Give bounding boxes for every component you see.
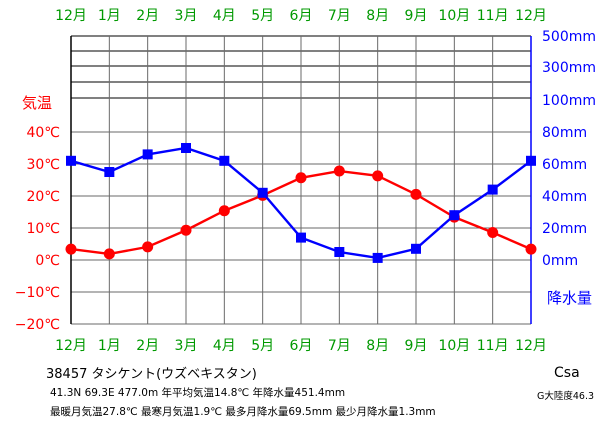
x-tick-label-top: 10月 [438, 8, 470, 24]
precipitation-point [487, 184, 498, 195]
right-axis-title: 降水量 [547, 289, 592, 307]
left-tick-label: −20℃ [15, 317, 60, 333]
x-tick-label-top: 11月 [477, 8, 509, 24]
x-tick-label-top: 7月 [328, 8, 351, 24]
left-tick-label: 10℃ [26, 221, 60, 237]
left-tick-label: 40℃ [26, 125, 60, 141]
series [65, 143, 537, 263]
temperature-point [487, 226, 499, 238]
continentality-index: G大陸度46.3 [537, 391, 595, 402]
x-tick-label-bottom: 10月 [438, 338, 470, 354]
x-tick-label-bottom: 7月 [328, 338, 351, 354]
station-info: 41.3N 69.3E 477.0m 年平均気温14.8℃ 年降水量451.4m… [50, 387, 346, 399]
x-tick-label-bottom: 12月 [55, 338, 87, 354]
temperature-point [333, 165, 345, 177]
right-tick-label: 500mm [542, 29, 596, 45]
station-name: 38457 タシケント(ウズベキスタン) [46, 367, 257, 382]
precipitation-point [142, 149, 153, 160]
x-tick-label-top: 4月 [213, 8, 236, 24]
right-tick-label: 100mm [542, 93, 596, 109]
left-tick-label: −10℃ [15, 285, 60, 301]
precipitation-point [372, 252, 383, 263]
right-tick-label: 20mm [542, 221, 587, 237]
precipitation-point [411, 243, 421, 254]
temperature-point [372, 170, 384, 182]
x-tick-label-top: 3月 [175, 8, 198, 24]
x-tick-label-bottom: 4月 [213, 338, 236, 354]
koppen-class: Csa [554, 365, 580, 381]
precipitation-point [181, 143, 191, 153]
x-tick-label-bottom: 2月 [136, 338, 159, 354]
precipitation-point [526, 155, 536, 166]
left-axis-title: 気温 [22, 94, 52, 112]
precipitation-point [219, 155, 230, 166]
precipitation-point [449, 210, 460, 221]
x-tick-label-bottom: 9月 [405, 338, 428, 354]
right-tick-label: 40mm [542, 189, 587, 205]
temperature-point [180, 224, 192, 236]
x-tick-label-top: 12月 [55, 8, 87, 24]
precipitation-point [66, 155, 76, 166]
precipitation-point [296, 232, 306, 243]
right-tick-label: 300mm [542, 60, 596, 76]
temperature-point [295, 172, 307, 184]
temperature-point [65, 243, 77, 255]
temperature-point [103, 248, 115, 260]
x-tick-label-top: 9月 [405, 8, 428, 24]
precipitation-point [104, 167, 115, 177]
x-tick-label-top: 1月 [98, 8, 121, 24]
precipitation-point [334, 247, 345, 257]
axes [70, 36, 532, 324]
x-tick-label-bottom: 3月 [175, 338, 198, 354]
right-tick-label: 60mm [542, 157, 587, 173]
climate-extremes: 最暖月気温27.8℃ 最寒月気温1.9℃ 最多月降水量69.5mm 最少月降水量… [50, 406, 436, 418]
x-tick-label-bottom: 12月 [515, 338, 547, 354]
right-tick-label: 80mm [542, 125, 587, 141]
right-tick-label: 0mm [542, 253, 578, 269]
temperature-point [525, 243, 537, 255]
temperature-point [218, 205, 230, 217]
x-tick-label-top: 8月 [366, 8, 389, 24]
x-tick-label-top: 5月 [251, 8, 274, 24]
x-tick-label-bottom: 1月 [98, 338, 121, 354]
x-tick-label-bottom: 6月 [290, 338, 313, 354]
temperature-point [410, 188, 422, 200]
x-tick-label-top: 2月 [136, 8, 159, 24]
left-tick-label: 20℃ [26, 189, 60, 205]
x-tick-label-bottom: 11月 [477, 338, 509, 354]
left-tick-label: 0℃ [35, 253, 60, 269]
x-tick-label-bottom: 5月 [251, 338, 274, 354]
x-tick-label-top: 12月 [515, 8, 547, 24]
temperature-point [142, 241, 154, 253]
x-tick-label-bottom: 8月 [366, 338, 389, 354]
left-tick-label: 30℃ [26, 157, 60, 173]
x-tick-label-top: 6月 [290, 8, 313, 24]
labels: 12月 12月 1月 1月 2月 2月 3月 3月 4月 4月 5月 5月 6月 6月 7月 7月 8月 8月 9月… [15, 8, 596, 354]
precipitation-point [257, 187, 268, 198]
